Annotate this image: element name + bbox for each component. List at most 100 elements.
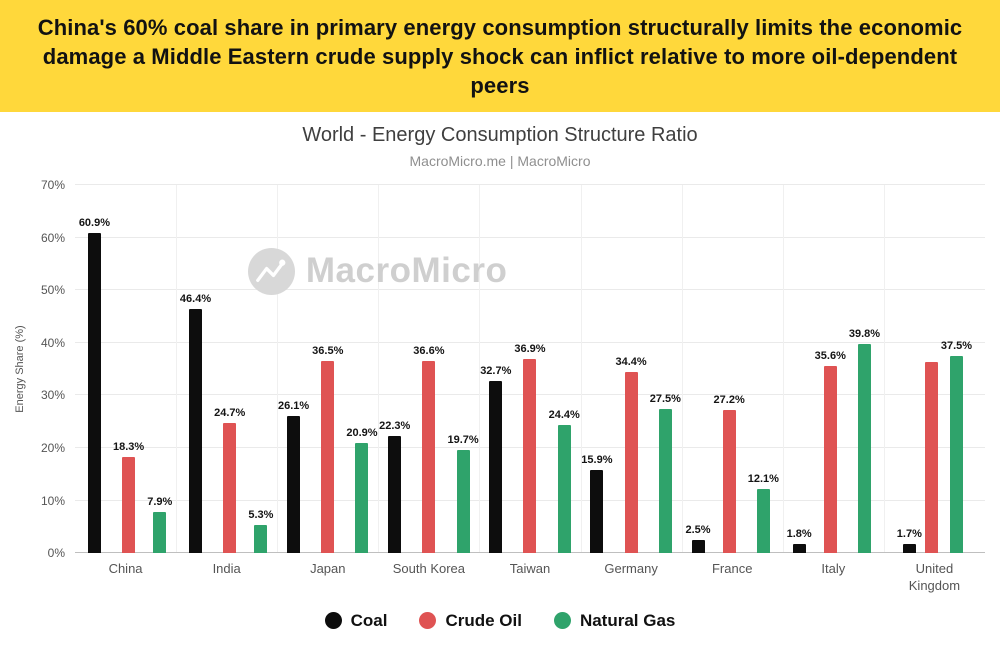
- chart-subtitle: MacroMicro.me | MacroMicro: [409, 153, 591, 170]
- bar-crude-oil-france: [722, 410, 736, 554]
- legend-label: Crude Oil: [445, 610, 522, 630]
- bar-natural-gas-south-korea: [456, 449, 470, 554]
- bar-slot: [924, 185, 938, 554]
- bar-crude-oil-japan: [321, 361, 335, 554]
- bar-value-label: 15.9%: [581, 453, 613, 466]
- y-tick-label: 50%: [40, 283, 65, 298]
- gridline: [75, 184, 985, 186]
- x-axis-label: Germany: [604, 561, 658, 577]
- legend-item-coal: Coal: [324, 610, 388, 631]
- bar-value-label: 32.7%: [480, 365, 512, 378]
- bar-slot: 1.8%: [786, 185, 812, 554]
- bar-value-label: 24.4%: [548, 408, 580, 421]
- bar-slot: 36.5%: [312, 185, 343, 554]
- bar-coal-italy: [792, 543, 806, 554]
- bar-group-france: 2.5% 27.2% 12.1%: [682, 185, 783, 554]
- bar-coal-japan: [287, 415, 301, 554]
- bar-value-label: 36.9%: [514, 343, 546, 356]
- headline-text: China's 60% coal share in primary energy…: [37, 15, 963, 99]
- bar-slot: 18.3%: [113, 185, 145, 554]
- bar-slot: 37.5%: [941, 185, 972, 554]
- legend-item-crude-oil: Crude Oil: [419, 611, 522, 631]
- bar-natural-gas-france: [756, 489, 770, 554]
- y-tick-label: 10%: [40, 493, 65, 508]
- bar-slot: 27.5%: [649, 185, 681, 554]
- group-separator-line: [176, 185, 178, 553]
- bar-value-label: 26.1%: [277, 399, 310, 412]
- bar-group-china: 60.9% 18.3% 7.9%: [75, 185, 176, 554]
- bar-coal-india: [189, 309, 203, 554]
- bar-coal-france: [691, 539, 705, 554]
- headline-banner: China's 60% coal share in primary energy…: [0, 0, 1000, 113]
- bar-natural-gas-taiwan: [557, 424, 571, 554]
- bar-slot: 32.7%: [480, 185, 512, 554]
- bar-crude-oil-germany: [624, 372, 638, 554]
- gridline: [75, 236, 985, 238]
- bar-value-label: 27.5%: [649, 392, 681, 405]
- group-separator-line: [479, 185, 481, 553]
- bar-slot: 26.1%: [277, 185, 310, 554]
- legend-dot-icon: [553, 612, 571, 630]
- x-axis-labels: China India Japan South Korea Taiwan Germany F…: [75, 561, 985, 595]
- bar-natural-gas-china: [153, 511, 167, 554]
- bar-coal-taiwan: [489, 381, 503, 554]
- chart-card: World - Energy Consumption Structure Rat…: [0, 112, 1000, 631]
- bar-slot: 46.4%: [179, 185, 212, 554]
- legend-dot-icon: [419, 612, 437, 630]
- bar-coal-south-korea: [388, 435, 402, 554]
- bar-group-united-kingdom: 1.7% 37.5%: [884, 185, 985, 554]
- y-axis-title: Energy Share (%): [14, 325, 26, 413]
- x-axis-label: France: [711, 561, 753, 577]
- legend-label: Natural Gas: [579, 610, 676, 630]
- bar-slot: 1.7%: [896, 185, 922, 554]
- legend-item-natural-gas: Natural Gas: [553, 610, 676, 631]
- x-axis-label: Italy: [821, 561, 846, 577]
- bar-natural-gas-germany: [658, 408, 672, 554]
- bar-crude-oil-italy: [823, 365, 837, 554]
- bar-value-label: 5.3%: [248, 509, 274, 522]
- bar-slot: 36.6%: [413, 185, 445, 554]
- chart-title: World - Energy Consumption Structure Rat…: [302, 124, 698, 147]
- bar-slot: 24.4%: [548, 185, 580, 554]
- bar-slot: 24.7%: [214, 185, 246, 554]
- bar-slot: 15.9%: [581, 185, 613, 554]
- bar-slot: 34.4%: [615, 185, 647, 554]
- bar-natural-gas-united-kingdom: [949, 355, 963, 554]
- legend-dot-icon: [324, 612, 342, 630]
- bar-slot: 60.9%: [79, 185, 110, 554]
- x-axis-label: South Korea: [392, 561, 466, 577]
- bar-value-label: 34.4%: [615, 356, 647, 369]
- x-axis-label: India: [212, 561, 241, 577]
- bar-value-label: 27.2%: [713, 394, 745, 407]
- bar-slot: 12.1%: [747, 185, 779, 554]
- group-separator-line: [378, 185, 380, 553]
- bar-slot: 5.3%: [248, 185, 274, 554]
- group-separator-line: [681, 185, 683, 553]
- y-tick-label: 60%: [40, 230, 65, 245]
- gridline: [75, 289, 985, 291]
- bar-value-label: 46.4%: [179, 293, 212, 306]
- x-axis-label: Japan: [310, 561, 346, 577]
- legend-label: Coal: [350, 610, 388, 630]
- bar-value-label: 19.7%: [447, 433, 479, 446]
- bar-group-taiwan: 32.7% 36.9% 24.4%: [479, 185, 580, 554]
- bar-slot: 39.8%: [848, 185, 881, 554]
- bar-value-label: 1.8%: [786, 527, 812, 540]
- bar-value-label: 2.5%: [685, 523, 711, 536]
- bar-value-label: 22.3%: [379, 419, 411, 432]
- y-tick-label: 30%: [40, 388, 65, 403]
- bar-value-label: 12.1%: [747, 473, 779, 486]
- bar-natural-gas-india: [254, 525, 268, 554]
- bar-value-label: 20.9%: [346, 427, 378, 440]
- bar-slot: 2.5%: [685, 185, 711, 554]
- bar-group-germany: 15.9% 34.4% 27.5%: [581, 185, 682, 554]
- bar-value-label: 36.6%: [413, 344, 445, 357]
- bar-slot: 20.9%: [346, 185, 378, 554]
- plot-area: MacroMicro 0% 10% 20% 30% 40% 50% 60% 70% 60.9% 1…: [41, 178, 985, 560]
- bar-value-label: 39.8%: [848, 327, 881, 340]
- bar-value-label: 18.3%: [113, 440, 145, 453]
- bar-slot: 22.3%: [379, 185, 411, 554]
- bar-value-label: 24.7%: [214, 407, 246, 420]
- bar-value-label: 1.7%: [896, 528, 922, 541]
- bar-crude-oil-china: [122, 456, 136, 554]
